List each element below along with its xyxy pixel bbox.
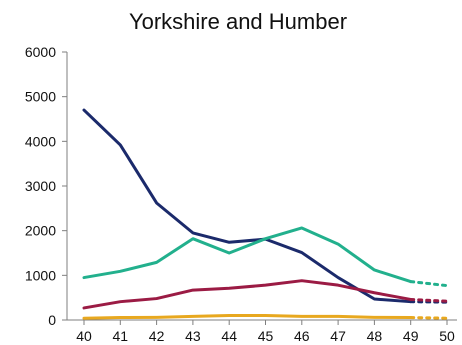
x-tick-label: 42 [149,328,165,344]
series-lines [82,108,449,320]
y-axis-ticks: 0 1000 2000 3000 4000 5000 6000 [25,44,67,328]
y-tick-label: 0 [48,312,56,328]
y-tick-label: 3000 [25,178,56,194]
y-tick-label: 2000 [25,223,56,239]
series-projection-4 [409,316,449,320]
y-tick-label: 4000 [25,133,56,149]
chart-title: Yorkshire and Humber [129,9,347,34]
x-tick-label: 41 [113,328,129,344]
series-line-2 [82,226,413,284]
x-tick-label: 50 [439,328,455,344]
x-tick-label: 48 [367,328,383,344]
x-tick-label: 40 [76,328,92,344]
x-tick-label: 46 [294,328,310,344]
series-line-1 [82,108,413,304]
x-axis-ticks: 40 41 42 43 44 45 46 47 48 49 50 [76,320,455,344]
series-line-3 [82,279,413,310]
y-tick-label: 6000 [25,44,56,60]
series-projection-3 [409,297,449,303]
x-tick-label: 43 [185,328,201,344]
x-tick-label: 44 [221,328,237,344]
series-projection-2 [409,280,449,288]
series-line-4 [82,314,413,320]
y-tick-label: 5000 [25,89,56,105]
x-tick-label: 49 [403,328,419,344]
x-tick-label: 47 [330,328,346,344]
x-tick-label: 45 [258,328,274,344]
y-tick-label: 1000 [25,267,56,283]
